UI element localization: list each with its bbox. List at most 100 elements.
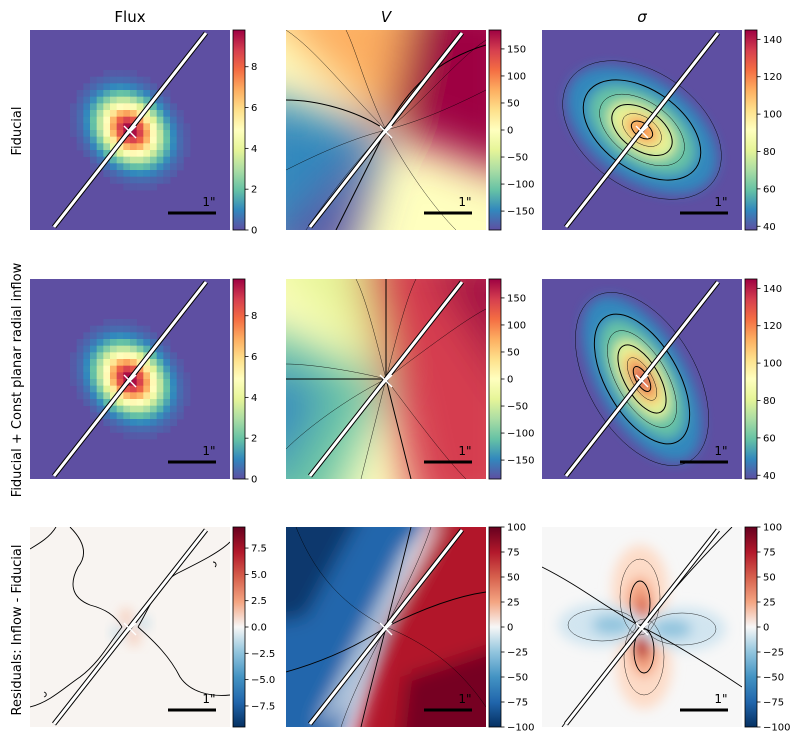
colorbar-r0-c1: −150 −100 −50 0 50 100 150: [488, 29, 534, 231]
flux-pixel: [143, 405, 151, 413]
flux-pixel: [110, 110, 118, 118]
dispersion-contours: [575, 292, 709, 466]
flux-pixel: [116, 365, 124, 373]
panel-velocity-residual: 1": [286, 527, 486, 727]
colorbar-tick-label: 140: [763, 35, 782, 46]
flux-pixel: [103, 123, 111, 131]
flux-pixel: [156, 130, 164, 138]
flux-pixel: [83, 359, 91, 367]
flux-pixel: [103, 163, 111, 171]
flux-pixel: [96, 76, 104, 84]
flux-pixel: [170, 123, 178, 131]
flux-pixel: [96, 103, 104, 111]
flux-pixel: [130, 143, 138, 151]
flux-pixel: [150, 130, 158, 138]
flux-pixel: [130, 176, 138, 184]
flux-pixel: [90, 123, 98, 131]
colorbar-tick-label: 5.0: [251, 570, 267, 581]
flux-pixel: [123, 372, 131, 380]
flux-pixel: [103, 332, 111, 340]
flux-pixel: [163, 339, 171, 347]
flux-pixel: [90, 399, 98, 407]
flux-pixel: [183, 392, 191, 400]
flux-pixel: [103, 136, 111, 144]
flux-pixel: [170, 136, 178, 144]
flux-pixel: [136, 143, 144, 151]
flux-pixel: [136, 96, 144, 104]
flux-pixel: [116, 156, 124, 164]
flux-pixel: [70, 379, 78, 387]
flux-pixel: [156, 379, 164, 387]
flux-pixel: [143, 156, 151, 164]
flux-pixel: [143, 183, 151, 191]
colorbar-tick-label: 0: [763, 623, 769, 634]
flux-pixel: [163, 136, 171, 144]
flux-pixel: [143, 392, 151, 400]
flux-pixel: [123, 76, 131, 84]
flux-pixel: [90, 76, 98, 84]
flux-pixel: [103, 70, 111, 78]
flux-pixel: [83, 123, 91, 131]
flux-pixel: [110, 170, 118, 178]
column-title-velocity: V: [381, 8, 393, 26]
flux-pixel: [116, 332, 124, 340]
flux-pixel: [130, 419, 138, 427]
center-cross-marker: [379, 125, 393, 139]
flux-pixel: [156, 405, 164, 413]
colorbar-tick-label: 0: [251, 475, 257, 486]
flux-pixel: [70, 130, 78, 138]
flux-pixel: [83, 143, 91, 151]
colorbar-r2-c2: −100 −75 −50 −25 0 25 50 75 100: [744, 523, 790, 734]
flux-pixel: [150, 170, 158, 178]
flux-pixel: [123, 412, 131, 420]
flux-pixel: [170, 116, 178, 124]
flux-pixel: [110, 345, 118, 353]
flux-pixel: [150, 110, 158, 118]
flux-pixel: [176, 359, 184, 367]
flux-pixel: [136, 345, 144, 353]
colorbar-tick-label: −100: [507, 429, 534, 440]
flux-pixel: [150, 412, 158, 420]
flux-pixel: [110, 325, 118, 333]
flux-pixel: [130, 170, 138, 178]
flux-pixel: [76, 345, 84, 353]
flux-pixel: [170, 359, 178, 367]
flux-pixel: [90, 110, 98, 118]
colorbar-tick-label: 0: [507, 623, 513, 634]
flux-pixel: [123, 90, 131, 98]
flux-pixel: [103, 110, 111, 118]
flux-pixel: [130, 70, 138, 78]
flux-pixel: [116, 392, 124, 400]
flux-pixel: [110, 143, 118, 151]
flux-pixel: [76, 116, 84, 124]
flux-pixel: [163, 103, 171, 111]
flux-pixel: [110, 76, 118, 84]
colorbar-tick-label: 40: [763, 222, 776, 233]
flux-pixel: [170, 103, 178, 111]
flux-pixel: [110, 412, 118, 420]
flux-pixel: [130, 385, 138, 393]
flux-pixel: [116, 325, 124, 333]
flux-pixel: [116, 70, 124, 78]
flux-pixel: [130, 319, 138, 327]
flux-pixel: [163, 412, 171, 420]
colorbar-tick-label: 75: [763, 548, 776, 559]
flux-pixel: [103, 90, 111, 98]
flux-pixel: [116, 143, 124, 151]
flux-pixel: [156, 352, 164, 360]
panel-flux-residual: 1": [30, 527, 230, 727]
flux-pixel: [156, 425, 164, 433]
center-cross-marker: [123, 622, 137, 636]
scale-bar-label: 1": [714, 195, 727, 209]
flux-pixel: [70, 365, 78, 373]
colorbar-tick-label: −7.5: [251, 701, 275, 712]
flux-pixel: [176, 392, 184, 400]
flux-pixel: [150, 150, 158, 158]
center-cross-marker: [123, 125, 137, 139]
flux-pixel: [103, 325, 111, 333]
flux-pixel: [83, 103, 91, 111]
flux-pixel: [90, 156, 98, 164]
flux-pixel: [123, 385, 131, 393]
flux-pixel: [130, 359, 138, 367]
